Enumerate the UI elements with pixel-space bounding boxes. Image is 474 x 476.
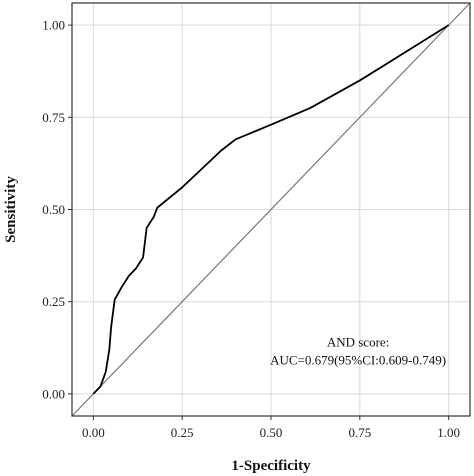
x-tick-label-0: 0.00 (82, 425, 105, 440)
y-tick-label-4: 1.00 (42, 18, 65, 33)
x-tick-label-2: 0.50 (260, 425, 283, 440)
reference-line-layer (71, 2, 471, 417)
plot-panel-border (71, 2, 471, 417)
x-axis-title: 1-Specificity (231, 458, 311, 474)
x-tick-label-1: 0.25 (171, 425, 194, 440)
roc-curve-line-0 (92, 24, 450, 395)
y-tick-label-0: 0.00 (42, 386, 65, 401)
series-layer (92, 24, 450, 395)
annotation-auc-label: AUC=0.679(95%CI:0.609-0.749) (270, 353, 446, 368)
x-tick-label-3: 0.75 (348, 425, 371, 440)
y-tick-label-3: 0.75 (42, 110, 65, 125)
annotation-score-label: AND score: (327, 335, 389, 350)
reference-diagonal-line (71, 2, 471, 417)
y-tick-label-1: 0.25 (42, 294, 65, 309)
x-tick-label-4: 1.00 (437, 425, 460, 440)
y-tick-label-2: 0.50 (42, 202, 65, 217)
tick-layer: 0.00 0.25 0.50 0.75 1.00 0.00 0.25 0.50 0.75 1.00 (42, 18, 460, 440)
y-axis-title: Sensitivity (3, 176, 19, 243)
